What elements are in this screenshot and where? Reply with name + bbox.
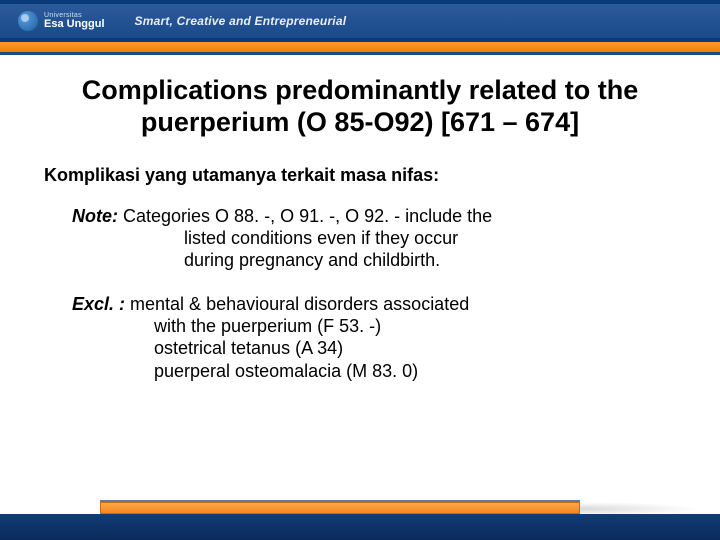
- logo-big-text: Esa Unggul: [44, 19, 105, 30]
- excl-label: Excl. :: [72, 294, 125, 314]
- header-inner: Universitas Esa Unggul Smart, Creative a…: [0, 4, 720, 38]
- note-text1: Categories O 88. -, O 91. -, O 92. - inc…: [118, 206, 492, 226]
- footer-shadow: [580, 502, 700, 516]
- note-block: Note: Categories O 88. -, O 91. -, O 92.…: [72, 206, 680, 272]
- page-title: Complications predominantly related to t…: [70, 74, 650, 139]
- note-text2: listed conditions even if they occur: [184, 227, 680, 250]
- logo: Universitas Esa Unggul: [18, 11, 105, 31]
- footer: [0, 490, 720, 540]
- footer-blue-bar: [0, 514, 720, 540]
- excl-text2: with the puerperium (F 53. -): [154, 315, 680, 338]
- slide: Universitas Esa Unggul Smart, Creative a…: [0, 0, 720, 540]
- content: Complications predominantly related to t…: [0, 68, 720, 382]
- excl-text1: mental & behavioural disorders associate…: [125, 294, 469, 314]
- note-text3: during pregnancy and childbirth.: [184, 249, 680, 272]
- excl-block: Excl. : mental & behavioural disorders a…: [72, 294, 680, 383]
- logo-mark-icon: [18, 11, 38, 31]
- excl-text4: puerperal osteomalacia (M 83. 0): [154, 360, 680, 383]
- excl-line1: Excl. : mental & behavioural disorders a…: [72, 294, 680, 315]
- header-bar: Universitas Esa Unggul Smart, Creative a…: [0, 0, 720, 42]
- note-line1: Note: Categories O 88. -, O 91. -, O 92.…: [72, 206, 680, 227]
- footer-orange-bar: [100, 502, 580, 514]
- tagline: Smart, Creative and Entrepreneurial: [135, 14, 347, 28]
- header-orange-bar: [0, 42, 720, 52]
- excl-text3: ostetrical tetanus (A 34): [154, 337, 680, 360]
- logo-text: Universitas Esa Unggul: [44, 12, 105, 30]
- header-thin-blue: [0, 52, 720, 55]
- subtitle: Komplikasi yang utamanya terkait masa ni…: [44, 165, 680, 186]
- note-label: Note:: [72, 206, 118, 226]
